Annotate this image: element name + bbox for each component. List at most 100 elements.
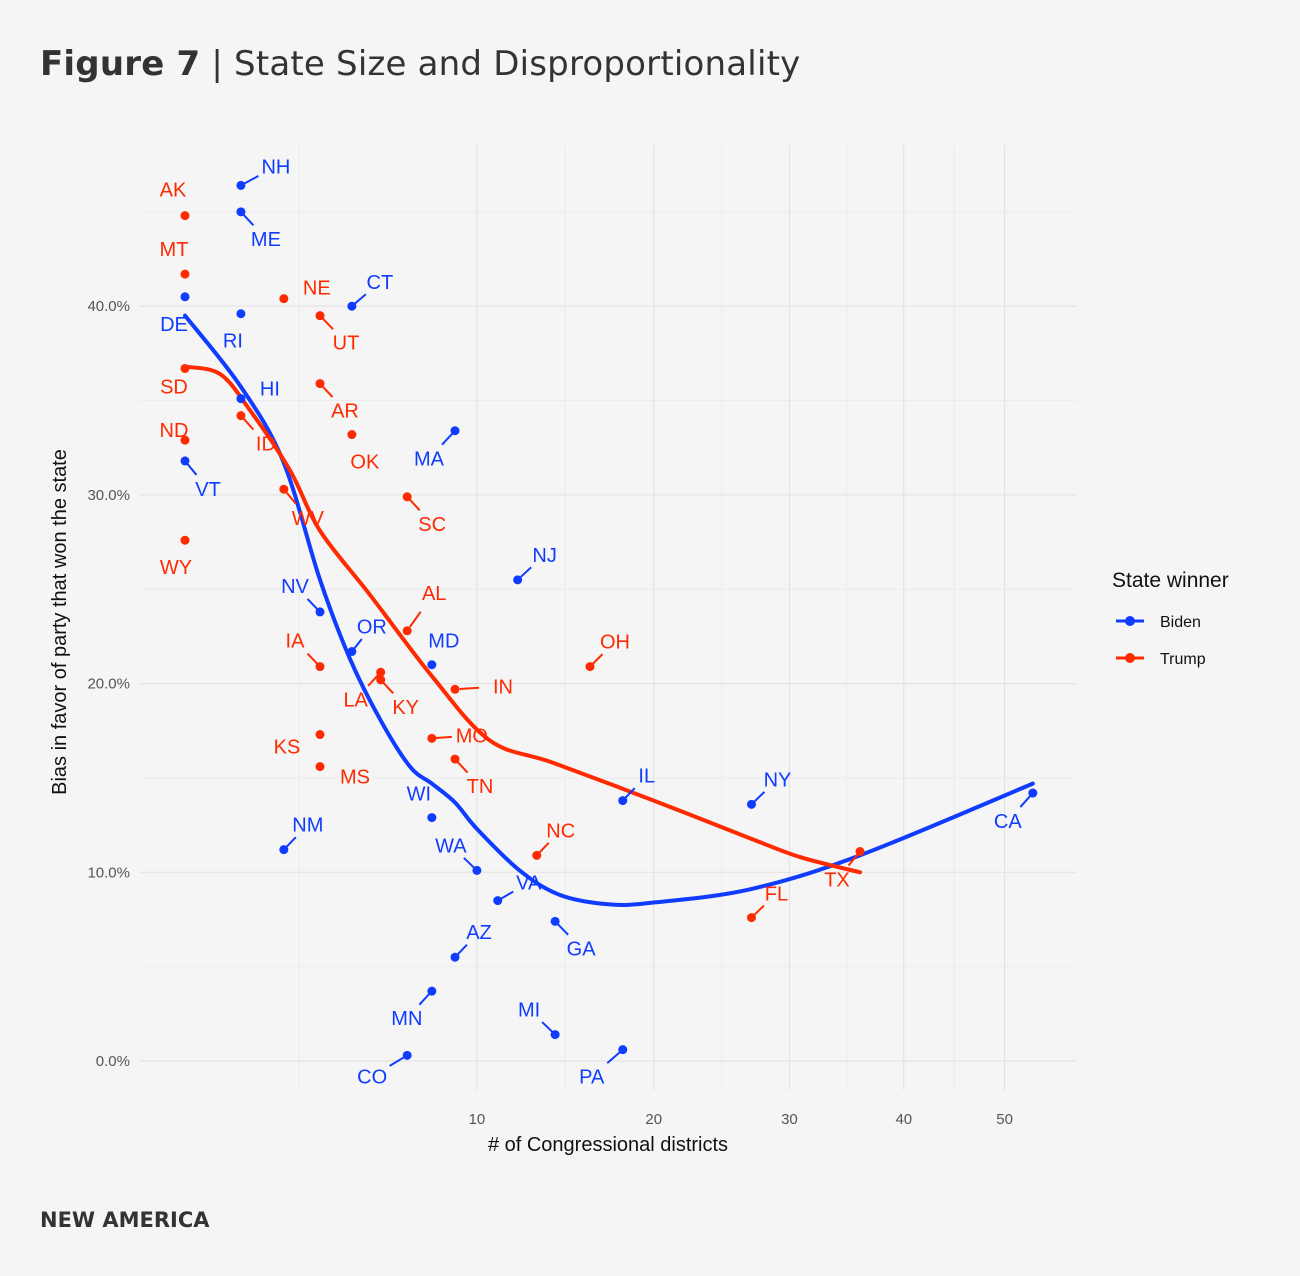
label-leader-line: [354, 293, 367, 305]
label-leader-line: [1019, 795, 1032, 808]
point-fl: FL: [746, 884, 788, 923]
y-tick-label: 20.0%: [87, 676, 130, 693]
data-point: [347, 430, 357, 440]
legend-item-biden: Biden: [1116, 614, 1201, 631]
label-leader-line: [456, 761, 469, 774]
figure-title-text: State Size and Disproportionality: [234, 44, 801, 84]
point-mt: MT: [160, 239, 190, 279]
state-label: NE: [303, 278, 331, 300]
point-ut: UT: [315, 311, 359, 355]
data-point: [180, 435, 190, 445]
data-point: [180, 211, 190, 221]
point-nd: ND: [160, 420, 190, 445]
point-ct: CT: [347, 272, 393, 311]
state-label: MD: [428, 631, 459, 653]
y-tick-label: 30.0%: [87, 487, 130, 504]
legend-marker-biden: [1125, 616, 1135, 626]
point-or: OR: [347, 617, 387, 657]
y-axis-label: Bias in favor of party that won the stat…: [49, 449, 71, 795]
label-leader-line: [243, 175, 259, 185]
label-leader-line: [321, 385, 334, 398]
state-label: TX: [824, 870, 850, 892]
state-label: NV: [281, 576, 309, 598]
state-label: OK: [350, 452, 380, 474]
label-leader-line: [409, 611, 422, 628]
data-point: [315, 607, 325, 617]
data-point: [746, 913, 756, 923]
label-leader-line: [624, 787, 636, 799]
state-label: VT: [195, 479, 221, 501]
point-wa: WA: [435, 835, 482, 875]
points: AK NH ME MT DE NE RI UT CT SD AR HI ID ND OK MA VT WV SC WY…: [160, 156, 1038, 1089]
x-tick-label: 10: [469, 1111, 486, 1128]
point-hi: HI: [236, 379, 280, 404]
label-leader-line: [847, 853, 859, 867]
data-point: [472, 865, 482, 875]
data-point: [180, 363, 190, 373]
point-sc: SC: [402, 492, 446, 536]
state-label: WV: [292, 508, 325, 530]
data-point: [550, 916, 560, 926]
data-point: [585, 662, 595, 672]
label-leader-line: [519, 566, 532, 579]
point-nm: NM: [279, 815, 323, 855]
x-tick-label: 30: [781, 1111, 798, 1128]
state-label: KY: [392, 697, 419, 719]
data-point: [402, 1050, 412, 1060]
smooth-curve-biden: [183, 313, 1035, 907]
label-leader-line: [285, 836, 297, 848]
label-leader-line: [591, 653, 604, 665]
point-nj: NJ: [513, 545, 557, 585]
point-tn: TN: [450, 754, 494, 798]
data-point: [315, 730, 325, 740]
state-label: SD: [160, 376, 188, 398]
point-pa: PA: [579, 1045, 628, 1089]
label-leader-line: [285, 491, 297, 505]
x-axis-label: # of Congressional districts: [488, 1134, 728, 1156]
data-point: [236, 309, 246, 319]
data-point: [236, 394, 246, 404]
brand-logo: NEW AMERICA: [40, 1208, 210, 1232]
point-ca: CA: [994, 788, 1038, 833]
state-label: IL: [638, 766, 655, 788]
data-point: [180, 269, 190, 279]
label-leader-line: [389, 1056, 405, 1067]
state-label: DE: [160, 314, 188, 336]
label-leader-line: [321, 317, 334, 330]
data-point: [450, 754, 460, 764]
state-label: CO: [357, 1066, 387, 1088]
label-leader-line: [459, 686, 480, 690]
state-label: AK: [160, 180, 187, 202]
state-label: CT: [367, 272, 394, 294]
point-wi: WI: [407, 784, 437, 823]
state-label: TN: [467, 776, 494, 798]
point-mn: MN: [391, 986, 437, 1030]
point-ms: MS: [315, 762, 370, 789]
data-point: [427, 813, 437, 823]
state-label: AZ: [466, 922, 492, 944]
data-point: [180, 535, 190, 545]
point-ne: NE: [279, 278, 331, 304]
label-leader-line: [408, 498, 421, 511]
label-leader-line: [186, 463, 198, 476]
state-label: ID: [256, 434, 276, 456]
point-ks: KS: [274, 730, 325, 759]
state-label: IN: [493, 676, 513, 698]
state-label: FL: [765, 884, 788, 906]
point-al: AL: [402, 583, 446, 636]
label-leader-line: [441, 432, 454, 446]
state-label: MA: [414, 449, 445, 471]
point-ak: AK: [160, 180, 190, 221]
label-leader-line: [353, 638, 363, 650]
label-leader-line: [463, 857, 476, 869]
data-point: [236, 411, 246, 421]
state-label: OR: [357, 617, 387, 639]
point-wv: WV: [279, 484, 325, 530]
point-de: DE: [160, 292, 190, 336]
data-point: [1028, 788, 1038, 798]
data-point: [532, 850, 542, 860]
state-label: MT: [160, 239, 189, 261]
y-tick-label: 0.0%: [96, 1053, 130, 1070]
figure-number: Figure 7: [40, 44, 201, 84]
data-point: [376, 675, 386, 685]
